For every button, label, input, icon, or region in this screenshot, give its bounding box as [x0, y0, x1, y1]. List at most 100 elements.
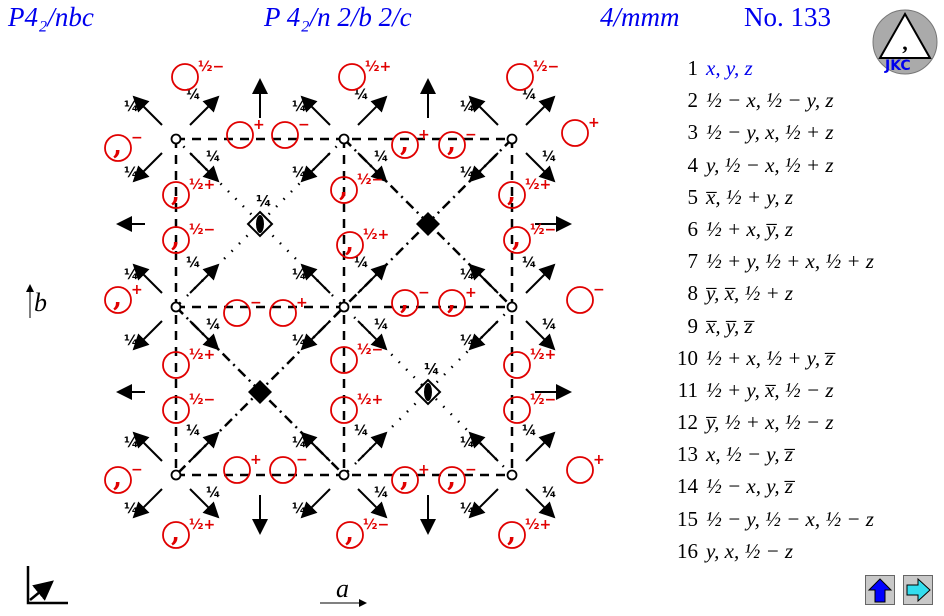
operation-formula: x̅, ½ + y, z	[706, 184, 794, 209]
operation-9: 9 x̅, y̅, z̅	[670, 310, 874, 342]
general-position-circle	[566, 286, 594, 314]
operation-12: 12 y̅, ½ + x, ½ − z	[670, 406, 874, 438]
general-position-circle	[503, 351, 531, 379]
general-position-circle	[503, 226, 531, 254]
operation-formula: y, ½ − x, ½ + z	[706, 152, 834, 177]
operation-number: 12	[677, 410, 698, 435]
twofold-axis-arrow	[300, 488, 331, 519]
twofold-axis-arrow	[468, 431, 499, 462]
height-label: ½−	[189, 222, 215, 238]
height-label: ½−	[357, 172, 383, 188]
general-position-circle	[330, 346, 358, 374]
operation-number: 16	[677, 538, 698, 563]
height-label: +	[465, 285, 477, 301]
twofold-axis-arrow	[300, 95, 331, 126]
twofold-axis-arrow	[189, 263, 220, 294]
height-label: ½+	[525, 177, 551, 193]
twofold-axis-arrow	[525, 431, 556, 462]
twofold-axis-icon	[424, 383, 432, 401]
height-label: ½+	[363, 227, 389, 243]
twofold-axis-arrow	[132, 320, 163, 351]
comma-enantiomorph-icon: ,	[507, 178, 516, 208]
height-label: ¼	[522, 87, 537, 103]
general-position-circle	[498, 521, 526, 549]
operation-number: 4	[687, 152, 699, 177]
inversion-center-icon	[506, 301, 518, 313]
height-label: ½+	[189, 517, 215, 533]
height-label: ¼	[522, 255, 537, 271]
axis-a-label: a	[336, 574, 349, 603]
operation-formula: ½ − y, ½ − x, ½ − z	[706, 506, 874, 531]
operation-number: 3	[687, 120, 699, 145]
operation-formula: ½ − x, y, z̅	[706, 474, 794, 499]
axis-b-label: b	[34, 288, 47, 317]
height-label: ¼	[354, 87, 369, 103]
comma-enantiomorph-icon: ,	[512, 223, 521, 253]
general-position-circle	[566, 456, 594, 484]
operation-formula: ½ + y, x̅, ½ − z	[706, 377, 834, 402]
comma-enantiomorph-icon: ,	[171, 518, 180, 548]
up-button[interactable]	[865, 575, 895, 605]
twofold-axis-arrow	[132, 263, 163, 294]
general-position-circle	[438, 131, 466, 159]
general-position-circle	[271, 121, 299, 149]
twofold-axis-arrow	[468, 320, 499, 351]
operation-13: 13 x, ½ − y, z̅	[670, 438, 874, 470]
general-position-circle	[338, 63, 366, 91]
height-label: ¼	[460, 501, 475, 517]
height-label: ¼	[292, 165, 307, 181]
height-label: −	[131, 130, 143, 146]
general-position-circle	[269, 456, 297, 484]
operation-number: 9	[687, 313, 699, 338]
twofold-axis-arrow	[525, 152, 556, 183]
general-position-circle	[498, 181, 526, 209]
height-label: ¼	[124, 501, 139, 517]
height-label: ¼	[292, 333, 307, 349]
general-position-circle	[171, 63, 199, 91]
arrow-up-icon	[867, 578, 893, 603]
comma-enantiomorph-icon: ,	[447, 128, 456, 158]
comma-enantiomorph-icon: ,	[447, 463, 456, 493]
comma-enantiomorph-icon: ,	[400, 128, 409, 158]
height-label: ½−	[530, 222, 556, 238]
operation-formula: ½ + x, ½ + y, z̅	[706, 345, 834, 370]
operation-1: 1 x, y, z	[670, 52, 874, 84]
general-position-circle	[506, 63, 534, 91]
height-label: ¼	[256, 192, 272, 210]
inversion-center-icon	[338, 469, 350, 481]
comma-enantiomorph-icon: ,	[171, 178, 180, 208]
general-position-circle	[104, 134, 132, 162]
height-label: ¼	[374, 485, 389, 501]
height-label: −	[250, 295, 262, 311]
twofold-axis-arrow	[525, 488, 556, 519]
comma-enantiomorph-icon: ,	[113, 131, 122, 161]
operation-number: 14	[677, 474, 698, 499]
height-label: ¼	[460, 333, 475, 349]
height-label: ½−	[198, 59, 224, 75]
inversion-center-icon	[506, 133, 518, 145]
height-label: ¼	[460, 435, 475, 451]
height-label: +	[253, 117, 265, 133]
general-position-circle	[391, 131, 419, 159]
comma-enantiomorph-icon: ,	[113, 463, 122, 493]
twofold-axis-arrow	[525, 263, 556, 294]
height-label: ½−	[363, 517, 389, 533]
comma-enantiomorph-icon: ,	[345, 518, 354, 548]
operation-formula: ½ + y, ½ + x, ½ + z	[706, 249, 874, 274]
arrow-right-icon	[906, 577, 931, 603]
height-label: ¼	[124, 435, 139, 451]
twofold-axis-arrow	[357, 95, 388, 126]
comma-enantiomorph-icon: ,	[447, 286, 456, 316]
twofold-axis-arrow	[189, 152, 220, 183]
comma-enantiomorph-icon: ,	[345, 228, 354, 258]
twofold-axis-arrow	[189, 95, 220, 126]
operation-11: 11 ½ + y, x̅, ½ − z	[670, 374, 874, 406]
operation-16: 16 y, x, ½ − z	[670, 535, 874, 567]
operation-10: 10 ½ + x, ½ + y, z̅	[670, 342, 874, 374]
height-label: ¼	[206, 149, 221, 165]
operations-list: 1 x, y, z 2 ½ − x, ½ − y, z 3 ½ − y, x, ½ + z…	[670, 52, 874, 567]
next-button[interactable]	[903, 575, 933, 605]
height-label: ½−	[189, 392, 215, 408]
twofold-axis-arrow	[525, 95, 556, 126]
